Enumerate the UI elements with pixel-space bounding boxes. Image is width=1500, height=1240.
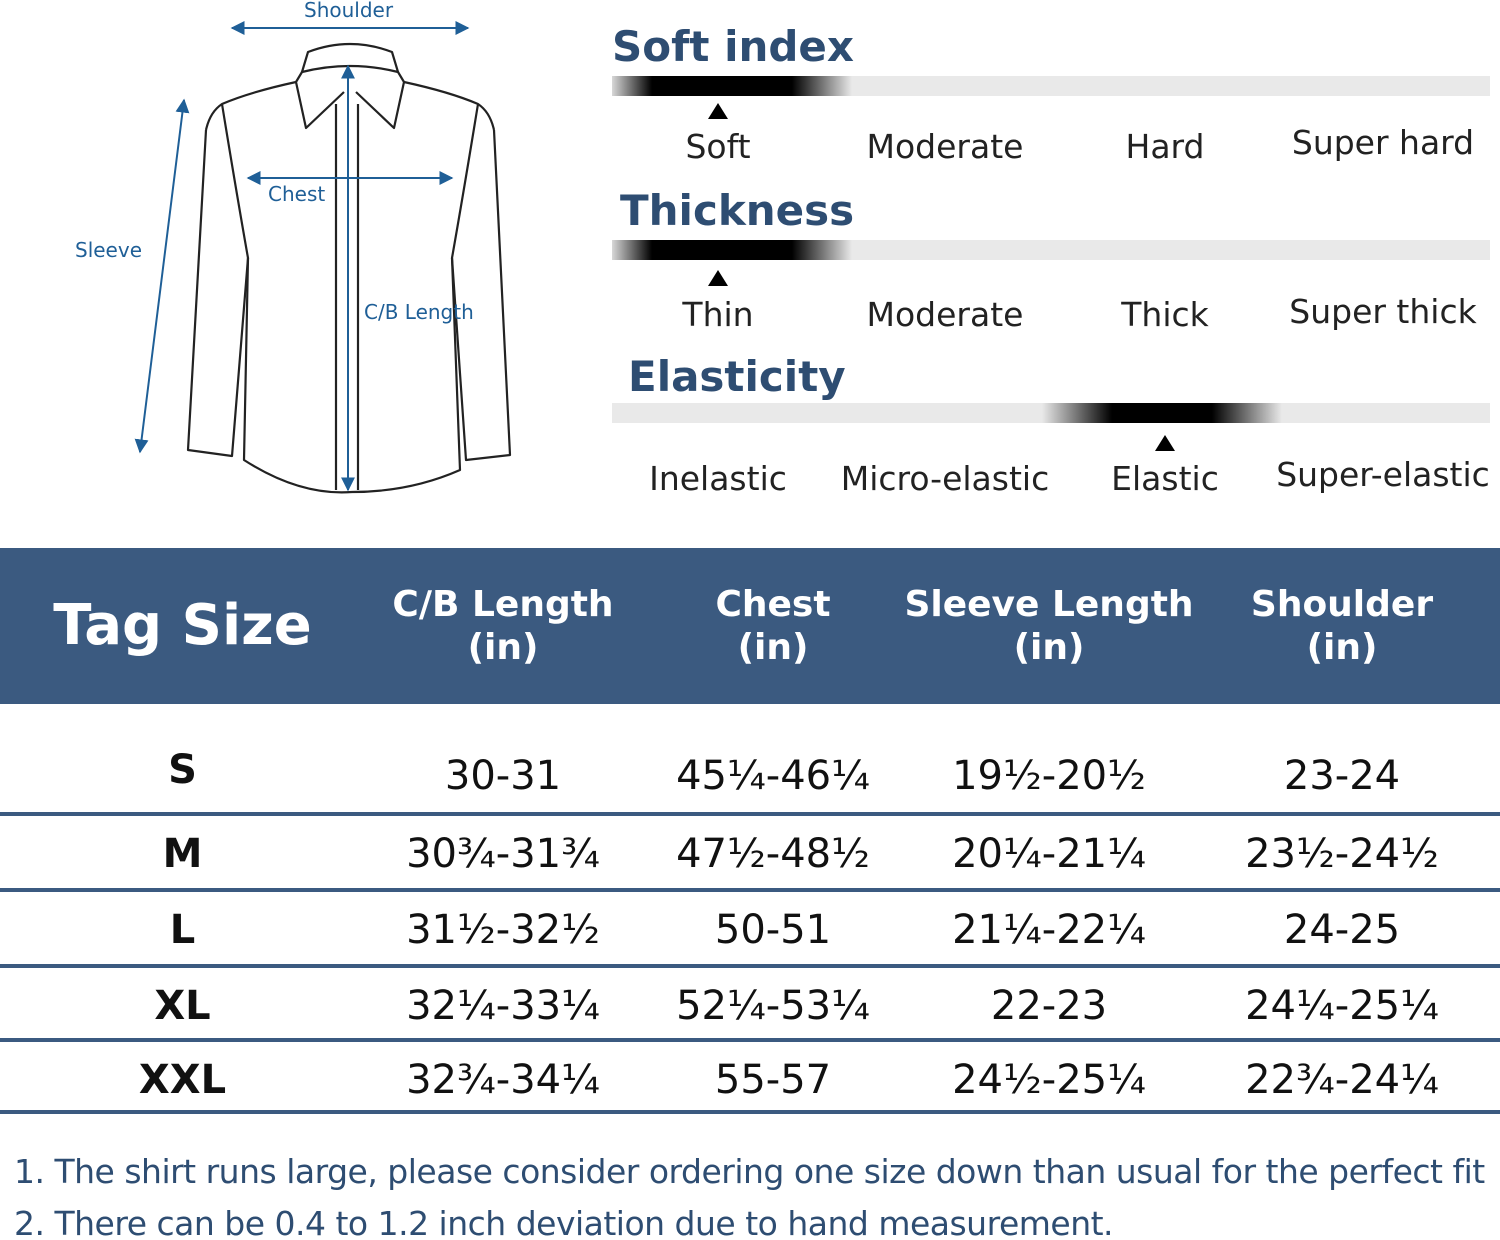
cb-length-cell: 32¼-33¼ bbox=[406, 982, 600, 1029]
elasticity-bar bbox=[612, 403, 1490, 423]
chest-label: Chest bbox=[268, 182, 326, 206]
elasticity-option: Micro-elastic bbox=[840, 459, 1050, 498]
shoulder-cell: 22¾-24¼ bbox=[1245, 1056, 1439, 1103]
tag-size-cell: XXL bbox=[138, 1056, 227, 1103]
soft-index-option: Soft bbox=[685, 127, 751, 166]
thickness-option: Moderate bbox=[866, 295, 1024, 334]
elasticity-title: Elasticity bbox=[628, 352, 846, 401]
row-divider bbox=[0, 1038, 1500, 1042]
tag-size-cell: L bbox=[169, 906, 196, 953]
note-size-advice: 1. The shirt runs large, please consider… bbox=[14, 1152, 1485, 1191]
thickness-bar bbox=[612, 240, 1490, 260]
chest-cell: 47½-48½ bbox=[676, 830, 870, 877]
table-row: XL 32¼-33¼ 52¼-53¼ 22-23 24¼-25¼ bbox=[0, 968, 1500, 1043]
sleeve-label: Sleeve bbox=[75, 238, 143, 262]
soft-index-title: Soft index bbox=[612, 22, 855, 71]
elasticity-option: Super-elastic bbox=[1276, 455, 1490, 494]
thickness-option: Thin bbox=[682, 295, 754, 334]
chest-cell: 52¼-53¼ bbox=[676, 982, 870, 1029]
row-divider bbox=[0, 964, 1500, 968]
elasticity-option: Inelastic bbox=[649, 459, 787, 498]
thickness-option: Thick bbox=[1121, 295, 1209, 334]
soft-index-option: Moderate bbox=[866, 127, 1024, 166]
shirt-outline-icon bbox=[134, 21, 512, 494]
cb-length-cell: 32¾-34¼ bbox=[406, 1056, 600, 1103]
size-table-header: Tag Size C/B Length (in) Chest (in) Slee… bbox=[0, 548, 1500, 704]
sleeve-length-cell: 22-23 bbox=[990, 982, 1108, 1029]
chest-cell: 50-51 bbox=[714, 906, 832, 953]
chest-cell: 45¼-46¼ bbox=[676, 752, 870, 799]
cb-length-cell: 30¾-31¾ bbox=[406, 830, 600, 877]
tag-size-cell: M bbox=[162, 830, 203, 877]
cb-length-cell: 30-31 bbox=[444, 752, 562, 799]
soft-index-bar bbox=[612, 76, 1490, 96]
shoulder-cell: 24¼-25¼ bbox=[1245, 982, 1439, 1029]
row-divider bbox=[0, 1110, 1500, 1114]
header-sleeve-length: Sleeve Length (in) bbox=[904, 583, 1194, 668]
thickness-marker-icon bbox=[708, 270, 728, 286]
elasticity-marker-icon bbox=[1155, 435, 1175, 451]
soft-index-option: Super hard bbox=[1291, 123, 1475, 162]
row-divider bbox=[0, 812, 1500, 816]
thickness-title: Thickness bbox=[620, 186, 855, 235]
table-row: XXL 32¾-34¼ 55-57 24½-25¼ 22¾-24¼ bbox=[0, 1042, 1500, 1117]
sleeve-length-cell: 19½-20½ bbox=[952, 752, 1146, 799]
table-row: S 30-31 45¼-46¼ 19½-20½ 23-24 bbox=[0, 738, 1500, 813]
soft-index-option: Hard bbox=[1125, 127, 1205, 166]
header-cb-length: C/B Length (in) bbox=[392, 583, 614, 668]
elasticity-option: Elastic bbox=[1111, 459, 1219, 498]
note-measurement-deviation: 2. There can be 0.4 to 1.2 inch deviatio… bbox=[14, 1204, 1114, 1240]
cb-length-cell: 31½-32½ bbox=[406, 906, 600, 953]
row-divider bbox=[0, 888, 1500, 892]
shoulder-cell: 23½-24½ bbox=[1245, 830, 1439, 877]
shoulder-cell: 23-24 bbox=[1283, 752, 1401, 799]
table-row: L 31½-32½ 50-51 21¼-22¼ 24-25 bbox=[0, 892, 1500, 967]
header-chest: Chest (in) bbox=[715, 583, 831, 668]
length-label: C/B Length bbox=[364, 300, 474, 324]
sleeve-length-cell: 21¼-22¼ bbox=[952, 906, 1146, 953]
header-tag-size: Tag Size bbox=[53, 593, 312, 659]
tag-size-cell: XL bbox=[154, 982, 211, 1029]
thickness-option: Super thick bbox=[1289, 292, 1477, 331]
sleeve-length-cell: 24½-25¼ bbox=[952, 1056, 1146, 1103]
header-shoulder: Shoulder (in) bbox=[1250, 583, 1434, 668]
shoulder-cell: 24-25 bbox=[1283, 906, 1401, 953]
chest-cell: 55-57 bbox=[714, 1056, 832, 1103]
shirt-measurement-diagram: Shoulder Chest Sleeve C/B Length bbox=[0, 0, 560, 520]
tag-size-cell: S bbox=[168, 746, 197, 793]
soft-index-marker-icon bbox=[708, 103, 728, 119]
table-row: M 30¾-31¾ 47½-48½ 20¼-21¼ 23½-24½ bbox=[0, 816, 1500, 891]
shoulder-label: Shoulder bbox=[304, 0, 394, 22]
sleeve-length-cell: 20¼-21¼ bbox=[952, 830, 1146, 877]
